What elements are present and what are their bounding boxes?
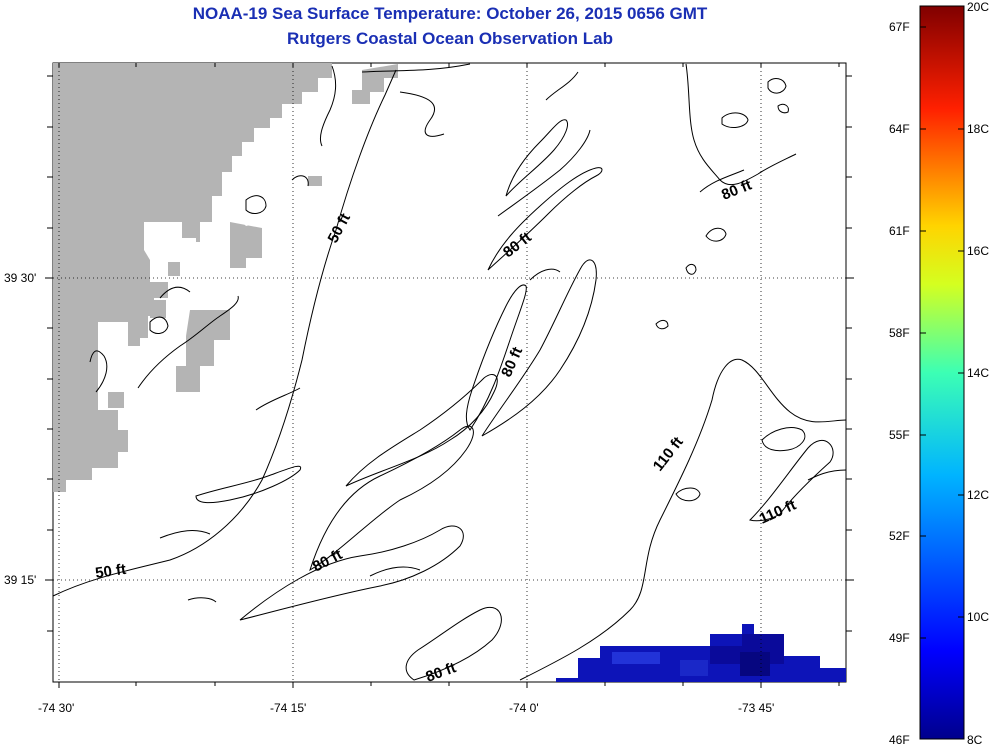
lon-tick-label: -73 45' [738, 701, 775, 715]
colorbar [919, 5, 965, 740]
colorbar-f-label: 55F [889, 428, 910, 442]
contour-label: 50 ft [94, 561, 127, 582]
colorbar-c-label: 20C [967, 0, 990, 14]
lat-tick-label: 39 15' [4, 573, 37, 587]
bathymetry-contours [52, 63, 847, 681]
lon-tick-label: -74 15' [270, 701, 307, 715]
land-mass [53, 63, 398, 492]
lon-tick-label: -74 0' [509, 701, 539, 715]
colorbar-gradient [919, 5, 965, 740]
colorbar-c-label: 8C [967, 733, 983, 747]
tick-marks [45, 63, 854, 688]
colorbar-c-label: 12C [967, 488, 990, 502]
sst-cold-patch [556, 624, 846, 682]
colorbar-f-label: 52F [889, 529, 910, 543]
lat-tick-label: 39 30' [4, 271, 37, 285]
colorbar-f-label: 49F [889, 631, 910, 645]
graticule [53, 63, 846, 682]
colorbar-c-label: 10C [967, 610, 990, 624]
colorbar-f-label: 58F [889, 326, 910, 340]
colorbar-c-label: 18C [967, 122, 990, 136]
colorbar-f-label: 64F [889, 122, 910, 136]
colorbar-f-label: 67F [889, 20, 910, 34]
colorbar-f-label: 46F [889, 733, 910, 747]
colorbar-f-label: 61F [889, 224, 910, 238]
colorbar-c-label: 14C [967, 366, 990, 380]
lon-tick-label: -74 30' [38, 701, 75, 715]
colorbar-c-label: 16C [967, 244, 990, 258]
map-title: NOAA-19 Sea Surface Temperature: October… [192, 4, 708, 23]
map-subtitle: Rutgers Coastal Ocean Observation Lab [287, 29, 613, 48]
